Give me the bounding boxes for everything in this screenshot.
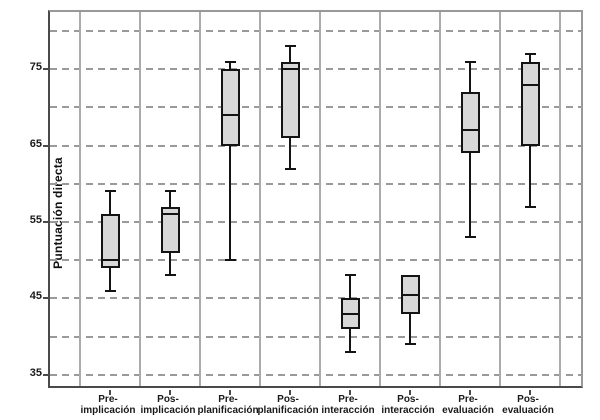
y-tick-label-65: 65 [29, 137, 42, 150]
x-axis-label-pre-evaluacion: Pre-evaluación [422, 394, 514, 416]
box-pos-implicacion [160, 206, 180, 253]
gridline-35 [50, 373, 581, 376]
whisker-cap-lower-pre-implicacion [104, 289, 116, 292]
plot-area: Puntuación directa [43, 10, 583, 395]
category-separator [139, 12, 141, 386]
median-pos-implicacion [161, 213, 179, 216]
gridline-60 [50, 182, 581, 185]
whisker-cap-lower-pre-planificacion [224, 259, 236, 262]
whisker-cap-upper-pos-evaluacion [524, 53, 536, 55]
x-axis-label-line: Pos- [277, 394, 299, 405]
x-axis-label-pre-interaccion: Pre-interacción [302, 394, 394, 416]
median-pos-planificacion [281, 68, 299, 71]
whisker-cap-lower-pos-evaluacion [524, 205, 536, 208]
x-tick-pre-planificacion [229, 390, 231, 395]
x-axis-label-line: evaluación [442, 405, 494, 416]
gridline-70 [50, 106, 581, 109]
x-axis-label-line: interacción [321, 405, 375, 416]
category-separator [79, 12, 81, 386]
box-pre-implicacion [100, 214, 120, 268]
x-axis-label-line: Pre- [98, 394, 118, 405]
whisker-cap-upper-pos-implicacion [164, 190, 176, 193]
x-tick-pos-interaccion [409, 390, 411, 395]
box-pos-interaccion [400, 275, 420, 314]
median-pre-evaluacion [461, 129, 479, 132]
whisker-cap-upper-pre-evaluacion [464, 60, 476, 63]
box-pos-evaluacion [520, 61, 540, 146]
whisker-cap-lower-pos-interaccion [404, 343, 416, 346]
median-pos-interaccion [401, 293, 419, 296]
y-tick-75 [43, 68, 48, 71]
whisker-pre-planificacion [229, 61, 231, 261]
whisker-cap-lower-pre-interaccion [344, 350, 356, 353]
box-pre-interaccion [340, 298, 360, 329]
x-axis-label-line: planificación [197, 405, 259, 416]
whisker-cap-upper-pre-planificacion [224, 60, 236, 63]
y-tick-55 [43, 221, 48, 223]
y-tick-label-35: 35 [29, 366, 42, 379]
x-axis-label-line: implicación [80, 405, 136, 416]
gridline-65 [50, 144, 581, 147]
whisker-cap-upper-pre-interaccion [344, 274, 356, 277]
x-axis-label-pos-implicacion: Pos-implicación [122, 394, 214, 416]
whisker-cap-upper-pos-planificacion [284, 45, 296, 48]
x-tick-pre-interaccion [349, 390, 351, 395]
category-separator [259, 12, 261, 386]
category-separator [379, 12, 381, 386]
y-tick-65 [43, 144, 48, 147]
x-axis-label-pos-planificacion: Pos-planificación [242, 394, 334, 416]
category-separator [499, 12, 501, 386]
whisker-cap-upper-pre-implicacion [104, 190, 116, 193]
gridline-45 [50, 297, 581, 300]
gridline-55 [50, 221, 581, 223]
x-axis-label-line: Pre- [338, 394, 358, 405]
y-tick-label-75: 75 [29, 61, 42, 74]
median-pre-planificacion [221, 114, 239, 117]
median-pre-interaccion [341, 312, 359, 315]
gridline-75 [50, 68, 581, 71]
x-axis-label-line: implicación [140, 405, 196, 416]
y-tick-label-55: 55 [29, 214, 42, 226]
category-separator [319, 12, 321, 386]
whisker-cap-lower-pos-implicacion [164, 274, 176, 277]
x-axis-label-line: Pos- [397, 394, 419, 405]
box-pre-planificacion [220, 69, 240, 146]
category-separator [559, 12, 561, 386]
x-tick-pos-implicacion [169, 390, 171, 395]
y-axis-title: Puntuación directa [51, 157, 65, 269]
x-axis-label-line: planificación [257, 405, 319, 416]
box-pre-evaluacion [460, 92, 480, 154]
x-axis-label-pos-interaccion: Pos-interacción [362, 394, 454, 416]
x-axis-label-pos-evaluacion: Pos-evaluación [482, 394, 574, 416]
gridline-80 [50, 30, 581, 33]
whisker-cap-lower-pre-evaluacion [464, 236, 476, 239]
x-axis-label-line: Pos- [517, 394, 539, 405]
median-pre-implicacion [101, 259, 119, 262]
category-separator [199, 12, 201, 386]
x-tick-pos-planificacion [289, 390, 291, 395]
category-separator [439, 12, 441, 386]
x-tick-pos-evaluacion [529, 390, 531, 395]
gridline-40 [50, 335, 581, 338]
y-tick-45 [43, 297, 48, 300]
x-axis-label-pre-implicacion: Pre-implicación [62, 394, 154, 416]
median-pos-evaluacion [521, 83, 539, 86]
gridline-50 [50, 259, 581, 262]
x-axis-label-line: Pos- [157, 394, 179, 405]
x-axis-label-line: Pre- [218, 394, 238, 405]
x-axis-label-line: Pre- [458, 394, 478, 405]
whisker-cap-lower-pos-planificacion [284, 167, 296, 170]
x-axis-label-line: interacción [381, 405, 435, 416]
y-tick-35 [43, 373, 48, 376]
x-tick-pre-implicacion [109, 390, 111, 395]
y-tick-label-45: 45 [29, 290, 42, 303]
box-pos-planificacion [280, 61, 300, 138]
x-axis-label-pre-planificacion: Pre-planificación [182, 394, 274, 416]
x-axis-label-line: evaluación [502, 405, 554, 416]
x-tick-pre-evaluacion [469, 390, 471, 395]
